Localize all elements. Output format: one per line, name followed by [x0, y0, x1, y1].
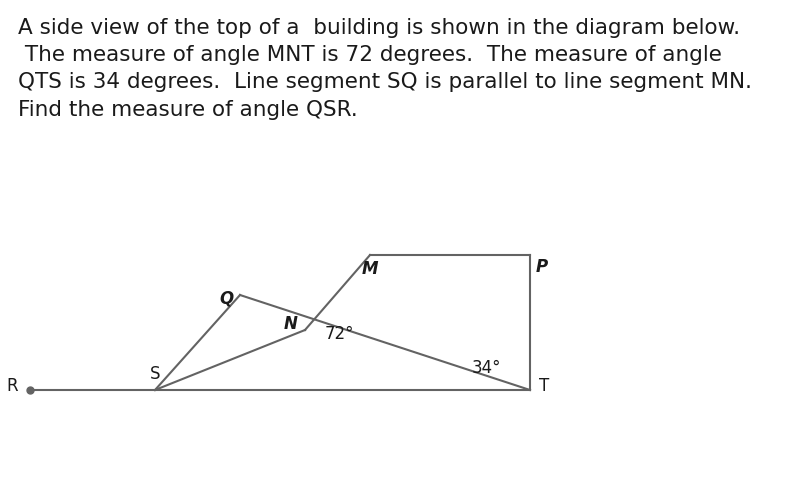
Text: R: R [6, 377, 18, 395]
Text: Q: Q [219, 290, 233, 308]
Text: S: S [150, 365, 160, 383]
Text: M: M [362, 260, 378, 278]
Text: A side view of the top of a  building is shown in the diagram below.
 The measur: A side view of the top of a building is … [18, 18, 752, 120]
Text: 34°: 34° [472, 359, 502, 377]
Text: T: T [539, 377, 549, 395]
Text: 72°: 72° [325, 325, 354, 343]
Text: N: N [284, 315, 298, 333]
Text: P: P [536, 258, 548, 276]
